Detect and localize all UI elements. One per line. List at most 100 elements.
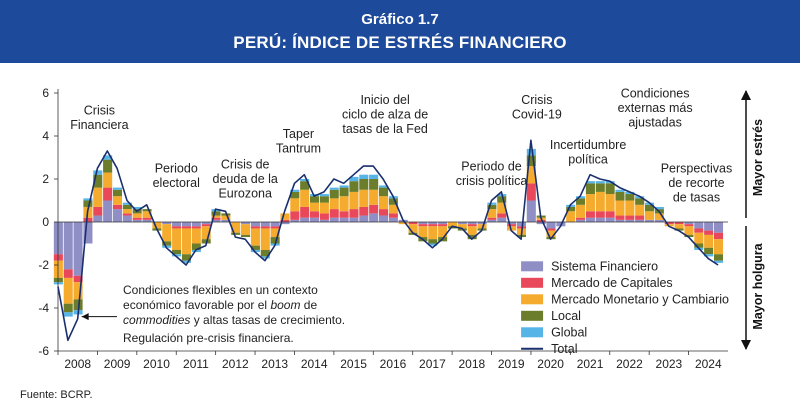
bar-segment-3-45 — [497, 196, 507, 203]
bar-segment-2-40 — [447, 222, 458, 227]
bar-segment-2-58 — [625, 200, 635, 216]
annotation-line-0-1: Financiera — [70, 118, 128, 132]
bar-segment-4-33 — [378, 185, 389, 188]
bar-segment-2-54 — [585, 194, 595, 212]
bar-segment-4-1 — [63, 312, 73, 317]
bar-segment-2-22 — [270, 228, 280, 238]
bar-segment-1-23 — [280, 219, 290, 222]
bar-segment-3-24 — [290, 191, 300, 199]
bar-segment-3-64 — [684, 234, 694, 238]
x-tick-label-6: 2014 — [301, 357, 328, 371]
bar-segment-3-26 — [310, 196, 320, 203]
bar-segment-3-58 — [625, 194, 635, 201]
legend-label-total: Total — [551, 342, 577, 356]
legend-swatch-3 — [521, 310, 544, 321]
bar-segment-1-59 — [635, 215, 645, 220]
x-tick-label-7: 2015 — [340, 357, 367, 371]
bar-segment-3-66 — [704, 247, 714, 255]
bar-segment-0-53 — [576, 219, 586, 222]
bar-segment-0-9 — [142, 219, 152, 222]
bar-segment-1-24 — [290, 211, 300, 220]
x-tick-label-2: 2010 — [143, 357, 170, 371]
bar-segment-0-28 — [329, 217, 339, 222]
bar-segment-3-14 — [191, 243, 201, 250]
note-text: Condiciones flexibles en un contexto econ… — [123, 283, 345, 345]
legend-label-4: Global — [551, 325, 587, 339]
y-tick-label-6: -6 — [38, 344, 49, 358]
bar-segment-1-47 — [516, 226, 526, 229]
bar-segment-3-63 — [674, 228, 684, 231]
bar-segment-4-57 — [615, 189, 625, 192]
note-line-3: Regulación pre-crisis financiera. — [123, 331, 294, 345]
bar-segment-1-30 — [349, 209, 359, 218]
bar-segment-2-62 — [664, 224, 674, 227]
bar-segment-1-4 — [93, 206, 103, 216]
bar-segment-0-14 — [191, 222, 201, 227]
bar-segment-0-39 — [438, 222, 448, 225]
bar-segment-0-7 — [122, 215, 132, 222]
bar-segment-0-45 — [497, 217, 507, 222]
bar-segment-2-24 — [290, 198, 300, 212]
annotation-2: Crisis de deuda de la Eurozona — [213, 157, 278, 200]
bar-segment-0-8 — [132, 219, 142, 222]
bar-segment-2-14 — [191, 228, 201, 244]
bar-segment-1-58 — [625, 215, 635, 220]
bar-segment-1-1 — [63, 269, 73, 278]
bar-segment-1-44 — [487, 217, 497, 220]
x-tick-label-0: 2008 — [64, 357, 91, 371]
annotation-line-8-1: externas más — [618, 101, 693, 115]
bar-segment-2-55 — [595, 191, 605, 212]
bar-segment-3-6 — [112, 189, 123, 197]
bar-segment-1-27 — [319, 213, 329, 220]
bar-segment-0-65 — [694, 222, 704, 229]
bar-segment-0-47 — [516, 222, 526, 227]
y-tick-label-0: 6 — [42, 86, 49, 100]
bar-segment-2-59 — [635, 204, 645, 216]
bar-segment-2-43 — [477, 224, 487, 229]
bar-segment-0-43 — [477, 222, 487, 225]
annotation-3: Taper Tantrum — [276, 127, 321, 155]
bar-segment-2-39 — [438, 226, 448, 238]
bar-segment-0-22 — [270, 222, 280, 227]
bar-segment-2-34 — [388, 204, 398, 214]
bar-segment-0-54 — [585, 217, 595, 222]
bar-segment-0-61 — [654, 219, 664, 222]
bar-segment-2-13 — [181, 228, 191, 255]
bar-segment-0-48 — [526, 200, 536, 222]
bar-segment-1-6 — [112, 204, 123, 210]
legend-swatch-4 — [521, 327, 544, 338]
bar-segment-2-67 — [713, 239, 724, 255]
bar-segment-0-31 — [359, 215, 369, 222]
bar-segment-3-57 — [615, 191, 625, 201]
bar-segment-0-25 — [300, 217, 310, 222]
x-tick-label-12: 2020 — [537, 357, 564, 371]
bar-segment-4-27 — [319, 194, 329, 197]
note-line-2: commodities y altas tasas de crecimiento… — [123, 313, 345, 327]
bar-segment-2-46 — [507, 226, 517, 231]
bar-segment-1-48 — [526, 183, 536, 201]
bar-segment-0-41 — [457, 222, 467, 225]
note-arrow-head — [81, 313, 89, 321]
y-tick-label-2: 2 — [42, 172, 49, 186]
annotation-0: Crisis Financiera — [70, 104, 128, 133]
bar-segment-1-16 — [211, 217, 221, 220]
bar-segment-0-64 — [684, 222, 694, 225]
bar-segment-4-28 — [329, 187, 339, 190]
bar-segment-0-15 — [201, 222, 211, 225]
x-tick-label-13: 2021 — [577, 357, 604, 371]
bar-segment-1-62 — [664, 222, 674, 225]
label-mayor-holgura: Mayor holgura — [751, 242, 765, 329]
bar-segment-3-65 — [694, 243, 704, 248]
bar-segment-1-14 — [191, 226, 201, 229]
bar-segment-1-25 — [300, 206, 310, 218]
annotation-line-2-0: Crisis de — [221, 157, 270, 171]
bar-segment-0-2 — [73, 222, 83, 276]
bar-segment-2-61 — [654, 213, 664, 220]
bar-segment-4-5 — [103, 155, 113, 160]
bar-segment-3-12 — [172, 249, 182, 255]
bar-segment-4-32 — [369, 174, 379, 179]
bar-segment-3-34 — [388, 198, 398, 205]
bar-segment-0-20 — [250, 222, 260, 227]
bar-segment-2-60 — [645, 211, 655, 220]
annotation-line-5-1: crisis política — [456, 174, 528, 188]
